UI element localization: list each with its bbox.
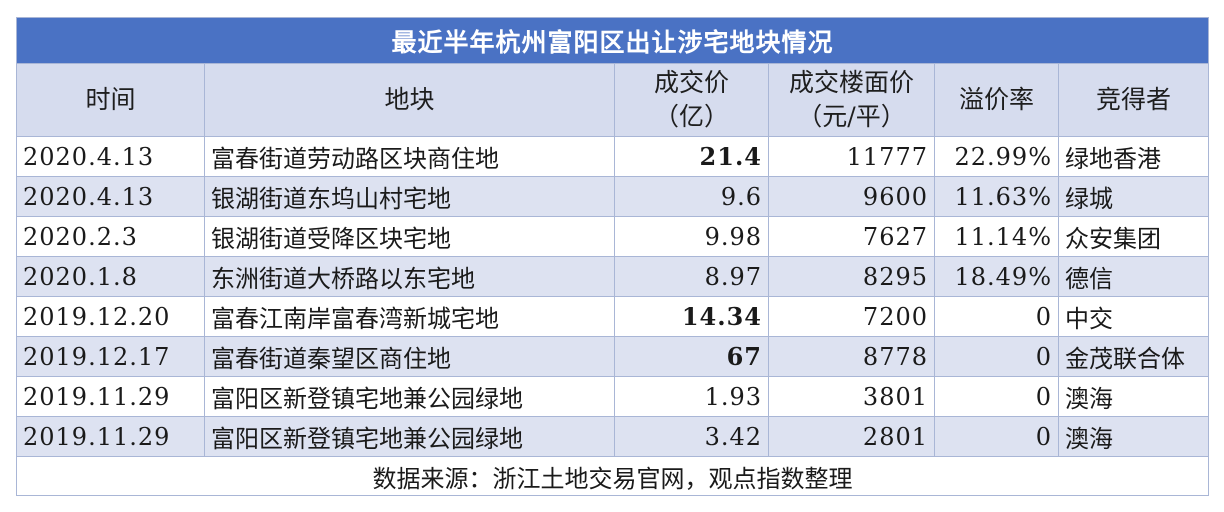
cell-premium: 22.99% <box>934 136 1059 177</box>
source-note: 数据来源：浙江土地交易官网，观点指数整理 <box>15 456 1210 496</box>
header-price-line2: （亿） <box>653 102 729 131</box>
header-row: 时间 地块 成交价 （亿） 成交楼面价 （元/平） 溢价率 竞得者 <box>16 63 1210 137</box>
header-floor-price-line2: （元/平） <box>797 102 906 131</box>
cell-price: 9.6 <box>614 176 769 217</box>
cell-time: 2020.4.13 <box>16 136 205 177</box>
header-floor-price: 成交楼面价 （元/平） <box>768 63 935 137</box>
cell-premium: 0 <box>934 376 1059 417</box>
table-row: 2019.11.29 富阳区新登镇宅地兼公园绿地 3.42 2801 0 澳海 <box>16 416 1210 457</box>
table-row: 2019.12.17 富春街道秦望区商住地 67 8778 0 金茂联合体 <box>16 336 1210 377</box>
cell-floor-price: 7200 <box>768 296 935 337</box>
cell-premium: 0 <box>934 416 1059 457</box>
cell-bidder: 众安集团 <box>1057 216 1210 257</box>
table-row: 2020.1.8 东洲街道大桥路以东宅地 8.97 8295 18.49% 德信 <box>16 256 1210 297</box>
cell-plot: 富阳区新登镇宅地兼公园绿地 <box>204 416 615 457</box>
cell-plot: 银湖街道东坞山村宅地 <box>204 176 615 217</box>
cell-plot: 富春街道秦望区商住地 <box>204 336 615 377</box>
cell-premium: 0 <box>934 296 1059 337</box>
table-row: 2019.11.29 富阳区新登镇宅地兼公园绿地 1.93 3801 0 澳海 <box>16 376 1210 417</box>
cell-plot: 富春江南岸富春湾新城宅地 <box>204 296 615 337</box>
cell-bidder: 中交 <box>1057 296 1210 337</box>
cell-plot: 富阳区新登镇宅地兼公园绿地 <box>204 376 615 417</box>
cell-time: 2019.11.29 <box>16 416 205 457</box>
cell-premium: 11.14% <box>934 216 1059 257</box>
cell-bidder: 德信 <box>1057 256 1210 297</box>
cell-price: 21.4 <box>614 136 769 177</box>
cell-bidder: 澳海 <box>1057 376 1210 417</box>
cell-floor-price: 2801 <box>768 416 935 457</box>
cell-time: 2020.1.8 <box>16 256 205 297</box>
cell-price: 8.97 <box>614 256 769 297</box>
cell-bidder: 绿地香港 <box>1057 136 1210 177</box>
header-floor-price-line1: 成交楼面价 <box>788 68 914 97</box>
cell-price: 67 <box>614 336 769 377</box>
cell-premium: 18.49% <box>934 256 1059 297</box>
cell-price: 9.98 <box>614 216 769 257</box>
cell-price: 1.93 <box>614 376 769 417</box>
cell-floor-price: 8778 <box>768 336 935 377</box>
cell-time: 2019.12.17 <box>16 336 205 377</box>
table-title: 最近半年杭州富阳区出让涉宅地块情况 <box>15 17 1210 64</box>
header-price: 成交价 （亿） <box>614 63 769 137</box>
cell-bidder: 金茂联合体 <box>1057 336 1210 377</box>
table-row: 2020.2.3 银湖街道受降区块宅地 9.98 7627 11.14% 众安集团 <box>16 216 1210 257</box>
header-premium: 溢价率 <box>934 63 1059 137</box>
cell-premium: 11.63% <box>934 176 1059 217</box>
title-row: 最近半年杭州富阳区出让涉宅地块情况 <box>15 17 1210 64</box>
cell-time: 2020.2.3 <box>16 216 205 257</box>
cell-plot: 富春街道劳动路区块商住地 <box>204 136 615 177</box>
cell-time: 2020.4.13 <box>16 176 205 217</box>
header-price-line1: 成交价 <box>653 68 729 97</box>
cell-bidder: 澳海 <box>1057 416 1210 457</box>
cell-plot: 东洲街道大桥路以东宅地 <box>204 256 615 297</box>
header-plot: 地块 <box>204 63 615 137</box>
table-body: 2020.4.13 富春街道劳动路区块商住地 21.4 11777 22.99% 绿地香港… <box>16 136 1210 457</box>
cell-time: 2019.11.29 <box>16 376 205 417</box>
cell-floor-price: 11777 <box>768 136 935 177</box>
cell-floor-price: 7627 <box>768 216 935 257</box>
cell-premium: 0 <box>934 336 1059 377</box>
header-time: 时间 <box>16 63 205 137</box>
table-row: 2020.4.13 富春街道劳动路区块商住地 21.4 11777 22.99% 绿地香港 <box>16 136 1210 177</box>
table-row: 2019.12.20 富春江南岸富春湾新城宅地 14.34 7200 0 中交 <box>16 296 1210 337</box>
source-row: 数据来源：浙江土地交易官网，观点指数整理 <box>15 456 1210 496</box>
header-bidder: 竞得者 <box>1057 63 1210 137</box>
cell-price: 3.42 <box>614 416 769 457</box>
cell-floor-price: 3801 <box>768 376 935 417</box>
table-row: 2020.4.13 银湖街道东坞山村宅地 9.6 9600 11.63% 绿城 <box>16 176 1210 217</box>
land-transfer-table: 最近半年杭州富阳区出让涉宅地块情况 时间 地块 成交价 （亿） 成交楼面价 （元… <box>15 17 1210 496</box>
cell-price: 14.34 <box>614 296 769 337</box>
cell-floor-price: 9600 <box>768 176 935 217</box>
cell-time: 2019.12.20 <box>16 296 205 337</box>
cell-bidder: 绿城 <box>1057 176 1210 217</box>
cell-plot: 银湖街道受降区块宅地 <box>204 216 615 257</box>
cell-floor-price: 8295 <box>768 256 935 297</box>
